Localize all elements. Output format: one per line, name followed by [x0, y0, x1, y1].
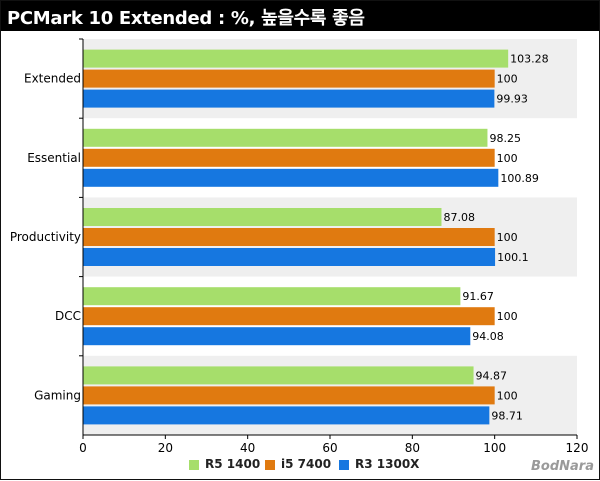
bar	[83, 307, 495, 326]
bar-value-label: 94.87	[476, 369, 508, 382]
bar	[83, 148, 495, 167]
category-label: Extended	[24, 72, 81, 86]
bar-value-label: 99.93	[496, 93, 528, 106]
legend-swatch	[339, 460, 349, 470]
category-labels: Extended Essential Productivity DCC Gaming	[10, 72, 81, 403]
bars	[83, 49, 509, 425]
bar	[83, 406, 490, 425]
x-tick-label: 20	[158, 441, 173, 455]
bar	[83, 69, 495, 88]
legend-label: R3 1300X	[355, 457, 420, 471]
bar-value-label: 94.08	[472, 330, 504, 343]
bar-value-label: 100	[497, 152, 518, 165]
bar	[83, 128, 488, 147]
bar	[83, 386, 495, 405]
bar	[83, 49, 509, 68]
bar	[83, 327, 471, 346]
bar	[83, 248, 496, 266]
bar	[83, 168, 499, 187]
chart-title: PCMark 10 Extended : %, 높을수록 좋음	[7, 8, 365, 29]
bar-value-label: 100	[497, 310, 518, 323]
category-label: Gaming	[34, 388, 81, 402]
category-label: Productivity	[10, 230, 81, 244]
bar-value-label: 87.08	[443, 211, 475, 224]
bar	[83, 287, 461, 306]
legend-label: R5 1400	[205, 457, 261, 471]
bar-value-label: 100	[497, 231, 518, 244]
bar-value-label: 91.67	[462, 290, 494, 303]
x-tick-labels: 0 20 40 60 80 100 120	[79, 441, 588, 455]
category-label: Essential	[27, 151, 81, 165]
category-label: DCC	[55, 309, 81, 323]
value-labels: 103.28 100 99.93 98.25 100 100.89 87.08 100 100.…	[443, 53, 548, 423]
bar	[83, 89, 495, 108]
axes	[79, 38, 578, 439]
bar	[83, 208, 442, 226]
x-tick-label: 60	[322, 441, 337, 455]
legend: R5 1400 i5 7400 R3 1300X	[1, 457, 600, 475]
x-tick-label: 40	[240, 441, 255, 455]
bar-value-label: 103.28	[510, 53, 548, 66]
x-tick-label: 80	[405, 441, 420, 455]
bar-value-label: 100.1	[497, 251, 529, 264]
x-tick-label: 120	[566, 441, 589, 455]
bar-value-label: 100	[497, 389, 518, 402]
legend-swatch	[265, 460, 275, 470]
legend-label: i5 7400	[281, 457, 332, 471]
legend-swatch	[189, 460, 199, 470]
bar-value-label: 98.71	[491, 409, 523, 422]
bar-value-label: 98.25	[489, 132, 521, 145]
bar	[83, 228, 495, 246]
watermark-logo: BodNara	[531, 459, 594, 474]
x-tick-label: 0	[79, 441, 87, 455]
bar-value-label: 100	[497, 73, 518, 86]
title-bar: PCMark 10 Extended : %, 높을수록 좋음	[1, 1, 599, 31]
bar	[83, 366, 474, 385]
bar-value-label: 100.89	[500, 172, 539, 185]
x-tick-label: 100	[483, 441, 506, 455]
